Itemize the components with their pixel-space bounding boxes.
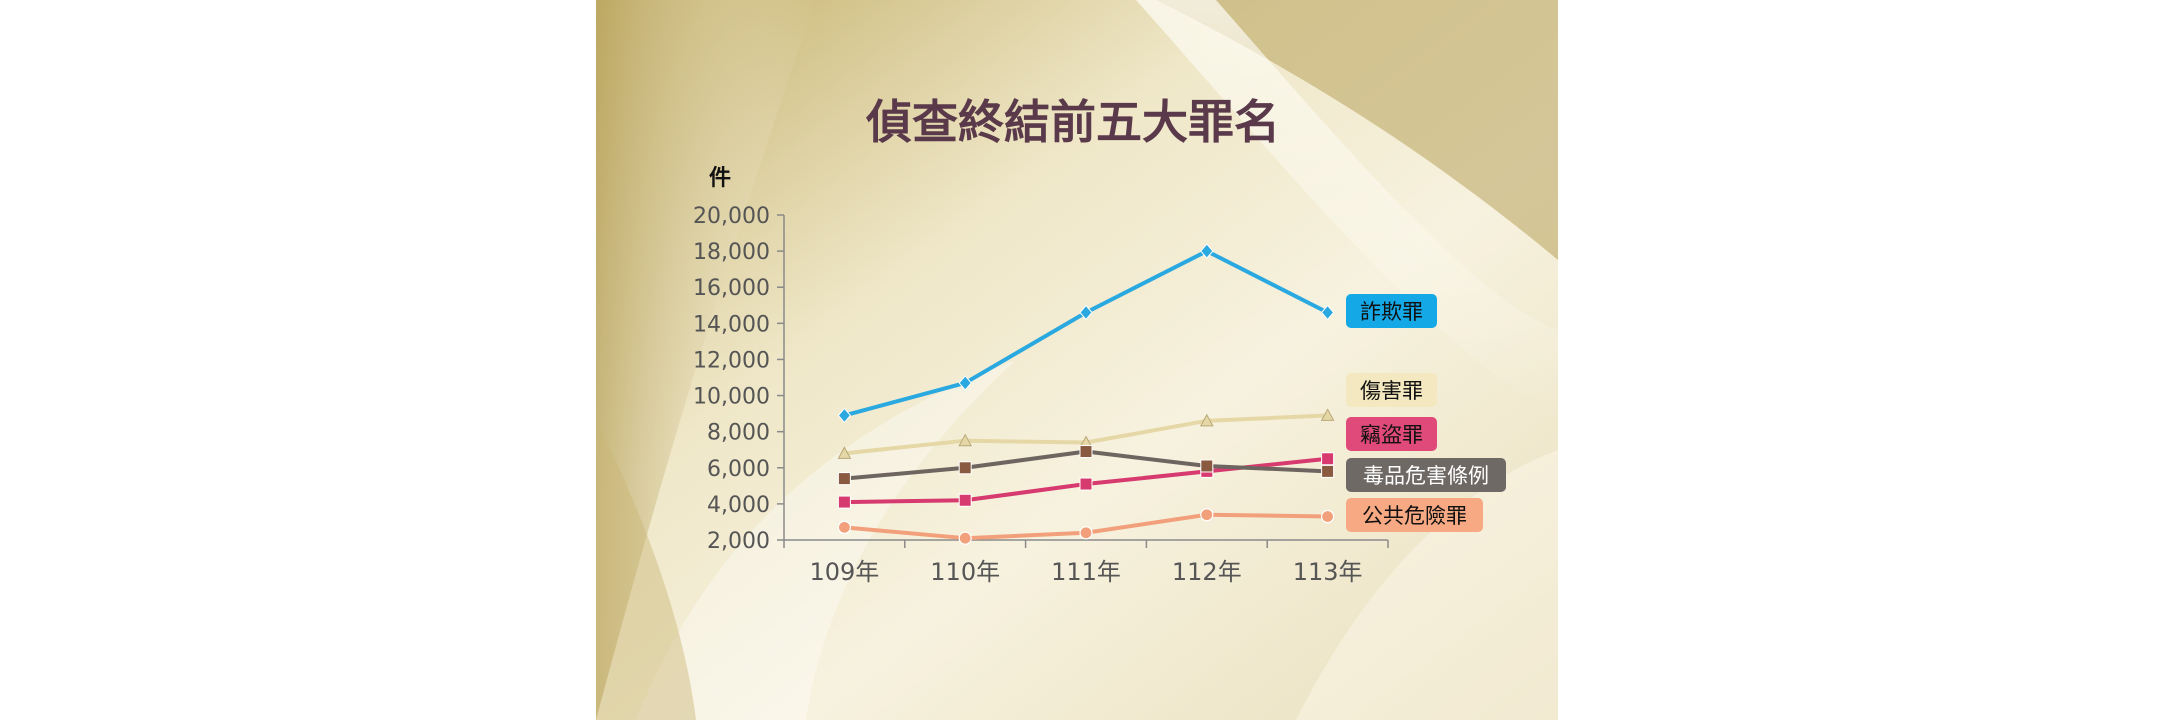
data-point [1320,408,1335,421]
series-label-毒品危害條例: 毒品危害條例 [1346,458,1506,492]
series-label-傷害罪: 傷害罪 [1346,373,1437,407]
data-point [837,520,851,534]
data-point [958,493,972,507]
line-chart: 偵查終結前五大罪名 件 2,000 4,000 6,000 8,000 10,000 12… [596,0,1558,720]
series-label-text: 毒品危害條例 [1363,464,1489,488]
y-tick-label: 16,000 [693,276,770,301]
data-point [958,461,972,475]
data-point [1200,243,1214,259]
data-point [1200,459,1214,473]
data-point [1321,464,1335,478]
y-tick-label: 18,000 [693,240,770,265]
series-毒品危害條例 [837,445,1335,486]
series-label-text: 詐欺罪 [1360,300,1423,324]
series-label-竊盜罪: 竊盜罪 [1346,417,1437,451]
series-label-box [1346,373,1437,407]
chart-title: 偵查終結前五大罪名 [865,95,1280,149]
series-詐欺罪 [837,243,1335,424]
y-tick-label: 14,000 [693,312,770,337]
slide: 偵查終結前五大罪名 件 2,000 4,000 6,000 8,000 10,000 12… [596,0,1558,720]
data-point [1321,452,1335,466]
y-tick-label: 2,000 [707,529,770,554]
data-point [1200,508,1214,522]
data-point [958,375,972,391]
series-公共危險罪 [837,508,1335,545]
x-tick-label: 109年 [809,558,879,586]
series-label-詐欺罪: 詐欺罪 [1346,294,1437,328]
series-label-box [1346,294,1437,328]
data-point [1320,304,1335,321]
x-tick-label: 110年 [930,558,1000,586]
y-tick-label: 12,000 [693,348,770,373]
data-point [1199,413,1214,427]
data-point [837,495,851,509]
series-label-box [1346,417,1437,451]
series-label-text: 公共危險罪 [1362,504,1467,528]
series-label-box [1346,498,1483,532]
data-point [837,407,852,424]
data-point [1079,477,1093,491]
series-label-box [1346,458,1506,492]
series-label-text: 傷害罪 [1360,379,1423,403]
data-point [1079,526,1093,540]
data-point [958,531,972,545]
y-tick-label: 6,000 [707,457,770,482]
data-point [1320,509,1335,524]
x-tick-label: 113年 [1293,558,1363,586]
axes [783,215,1388,541]
data-point [837,472,851,486]
data-point [1079,304,1093,321]
data-point [1079,445,1093,459]
background-decoration [596,0,1558,720]
y-axis-unit-label: 件 [709,166,731,191]
x-tick-label: 111年 [1051,558,1121,586]
series-lines [837,243,1335,545]
y-axis-ticks: 2,000 4,000 6,000 8,000 10,000 12,000 14,000 16… [693,204,784,554]
x-axis-ticks: 109年 110年 111年 112年 113年 [783,540,1389,586]
y-tick-label: 4,000 [707,493,770,518]
y-tick-label: 10,000 [693,385,770,410]
series-傷害罪 [837,408,1335,459]
data-point [837,446,852,459]
data-point [958,433,973,447]
x-tick-label: 112年 [1172,558,1242,586]
y-tick-label: 20,000 [693,204,770,229]
series-label-公共危險罪: 公共危險罪 [1346,498,1483,532]
series-label-text: 竊盜罪 [1360,423,1423,447]
y-tick-label: 8,000 [707,421,770,446]
